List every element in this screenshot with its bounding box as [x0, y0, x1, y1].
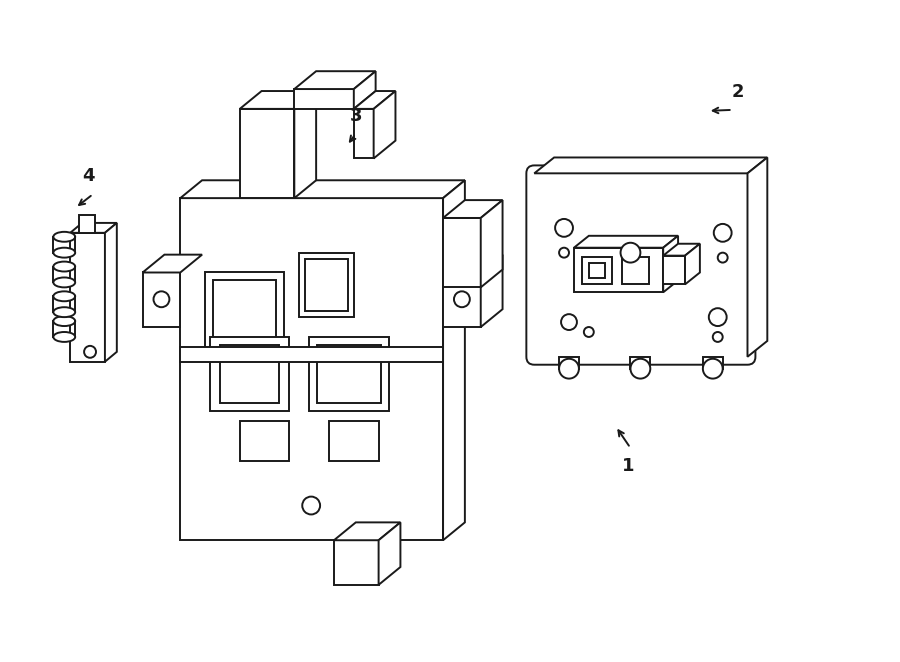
Polygon shape — [535, 158, 768, 173]
Polygon shape — [70, 223, 117, 233]
Polygon shape — [748, 158, 768, 357]
Text: 1: 1 — [622, 457, 634, 475]
Circle shape — [714, 224, 732, 242]
Polygon shape — [374, 91, 395, 158]
Bar — [622, 257, 649, 285]
Polygon shape — [205, 273, 284, 352]
Circle shape — [559, 248, 569, 258]
Ellipse shape — [53, 261, 76, 271]
Polygon shape — [180, 198, 443, 540]
Ellipse shape — [53, 291, 76, 301]
Bar — [582, 257, 612, 285]
Polygon shape — [239, 109, 294, 198]
Circle shape — [713, 332, 723, 342]
FancyBboxPatch shape — [526, 166, 755, 365]
Circle shape — [709, 308, 726, 326]
Polygon shape — [481, 255, 502, 327]
Polygon shape — [663, 236, 678, 293]
Polygon shape — [481, 200, 502, 287]
Polygon shape — [631, 357, 651, 369]
Polygon shape — [379, 522, 400, 585]
Circle shape — [584, 327, 594, 337]
Polygon shape — [294, 91, 316, 198]
Text: 3: 3 — [349, 107, 362, 125]
Circle shape — [302, 496, 320, 514]
Ellipse shape — [53, 332, 76, 342]
Circle shape — [703, 359, 723, 379]
Polygon shape — [443, 255, 502, 273]
Polygon shape — [213, 281, 276, 344]
Polygon shape — [210, 337, 290, 411]
Circle shape — [559, 359, 579, 379]
Polygon shape — [180, 180, 465, 198]
Polygon shape — [310, 337, 389, 411]
Ellipse shape — [53, 232, 76, 242]
Polygon shape — [239, 91, 316, 109]
Polygon shape — [142, 255, 202, 273]
Polygon shape — [334, 522, 400, 540]
Polygon shape — [559, 357, 579, 369]
Circle shape — [84, 346, 96, 357]
Polygon shape — [703, 357, 723, 369]
Polygon shape — [443, 218, 481, 287]
Polygon shape — [105, 223, 117, 361]
Circle shape — [154, 291, 169, 307]
Ellipse shape — [53, 316, 76, 326]
Ellipse shape — [53, 277, 76, 287]
Polygon shape — [329, 421, 379, 461]
Polygon shape — [220, 345, 279, 403]
Circle shape — [717, 253, 728, 263]
Polygon shape — [305, 259, 348, 311]
Polygon shape — [70, 233, 105, 361]
Ellipse shape — [53, 307, 76, 317]
Polygon shape — [574, 236, 678, 248]
Polygon shape — [443, 180, 465, 540]
Polygon shape — [354, 109, 373, 158]
Polygon shape — [354, 71, 375, 109]
Polygon shape — [300, 253, 354, 317]
Ellipse shape — [53, 248, 76, 258]
Polygon shape — [354, 91, 395, 109]
Bar — [589, 263, 605, 279]
Polygon shape — [574, 248, 663, 293]
Polygon shape — [294, 89, 354, 109]
Circle shape — [631, 359, 651, 379]
Text: 2: 2 — [732, 83, 743, 101]
Polygon shape — [443, 273, 481, 327]
Polygon shape — [79, 215, 95, 233]
Circle shape — [555, 219, 573, 237]
Polygon shape — [334, 540, 379, 585]
Polygon shape — [239, 421, 290, 461]
Text: 4: 4 — [82, 167, 94, 185]
Polygon shape — [685, 244, 700, 285]
Polygon shape — [180, 347, 443, 361]
Circle shape — [621, 243, 641, 263]
Polygon shape — [317, 345, 381, 403]
Polygon shape — [663, 244, 700, 256]
Polygon shape — [294, 71, 375, 89]
Polygon shape — [443, 200, 502, 218]
Circle shape — [561, 314, 577, 330]
Circle shape — [454, 291, 470, 307]
Polygon shape — [142, 273, 180, 327]
Polygon shape — [663, 256, 685, 285]
